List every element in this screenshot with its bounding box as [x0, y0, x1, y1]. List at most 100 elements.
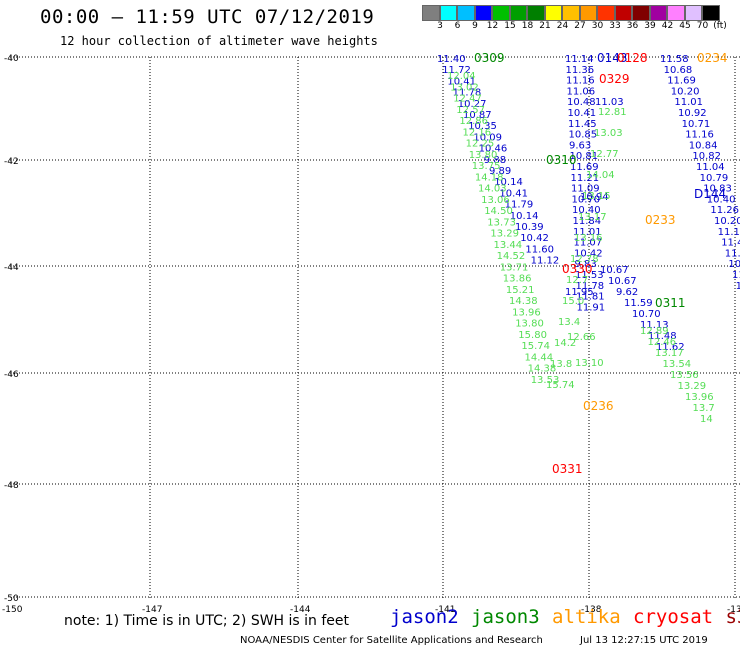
- wave-height-value: 12.47: [453, 94, 482, 105]
- longitude-label: -135: [727, 605, 740, 615]
- wave-height-value: 11.95: [565, 287, 594, 298]
- wave-height-value: 11.26: [710, 205, 739, 216]
- wave-height-value: 10.82: [692, 151, 721, 162]
- wave-height-value: 12.25: [466, 139, 495, 150]
- color-scale-label: 45: [679, 21, 691, 31]
- wave-height-value: 11.69: [667, 76, 696, 87]
- color-scale-label: 24: [556, 21, 569, 31]
- wave-height-value: 10.35: [468, 121, 497, 132]
- wave-height-value: 10.46: [479, 144, 508, 155]
- wave-height-value: 13.8: [550, 359, 572, 370]
- longitude-label: -144: [290, 605, 311, 615]
- wave-height-value: 11.16: [566, 76, 595, 87]
- wave-height-value: 10.48: [567, 97, 596, 108]
- wave-height-value: 14.50: [484, 206, 513, 217]
- wave-height-value: 15.0: [562, 296, 584, 307]
- wave-height-value: 11.04: [696, 162, 725, 173]
- wave-height-value: 13.29: [490, 229, 519, 240]
- pass-label: 0128: [617, 51, 648, 65]
- legend-item-s3a: s3a: [725, 606, 740, 628]
- wave-height-value: 11.12: [725, 248, 740, 259]
- color-swatch: [457, 5, 475, 21]
- wave-height-value: 13.29: [678, 381, 707, 392]
- wave-height-value: 12.81: [598, 107, 627, 118]
- wave-height-value: 14.38: [509, 296, 538, 307]
- page-title: 00:00 – 11:59 UTC 07/12/2019: [40, 6, 375, 28]
- color-scale-label: 70: [696, 21, 709, 31]
- wave-height-value: 10.42: [520, 233, 549, 244]
- wave-height-value: 9.89: [489, 166, 511, 177]
- wave-height-value: 13.17: [578, 212, 607, 223]
- wave-height-value: 10.09: [473, 132, 502, 143]
- color-scale-label: 36: [626, 21, 639, 31]
- wave-height-value: 12.66: [567, 332, 596, 343]
- wave-height-value: 11.60: [525, 244, 554, 255]
- longitude-label: -147: [142, 605, 162, 615]
- longitude-label: -150: [2, 605, 23, 615]
- wave-height-value: 13.06: [481, 195, 510, 206]
- wave-height-value: 13.96: [685, 392, 714, 403]
- wave-height-value: 10.14: [494, 177, 523, 188]
- wave-height-value: 10.14: [510, 211, 539, 222]
- color-scale-label: (ft): [713, 21, 727, 31]
- wave-height-value: 10.81: [570, 151, 599, 162]
- wave-height-value: 11.58: [660, 54, 689, 65]
- wave-height-value: 13.96: [512, 307, 541, 318]
- color-swatch: [492, 5, 510, 21]
- wave-height-value: 9.62: [616, 287, 638, 298]
- color-scale-label: 27: [574, 21, 586, 31]
- wave-height-value: 10.41: [499, 188, 528, 199]
- color-scale-label: 6: [454, 21, 461, 31]
- wave-height-value: 10.92: [678, 108, 707, 119]
- pass-label: 0331: [552, 462, 583, 476]
- wave-height-value: 9.88: [484, 155, 506, 166]
- color-swatch: [667, 5, 685, 21]
- wave-height-value: 13.7: [693, 403, 715, 414]
- wave-height-value: 10.70: [572, 194, 601, 205]
- pass-label: 0309: [474, 51, 505, 65]
- wave-height-value: 10.27: [458, 99, 487, 110]
- color-scale-label: 3: [437, 21, 443, 31]
- longitude-label: -141: [435, 605, 455, 615]
- wave-height-value: 12.57: [456, 105, 485, 116]
- wave-height-value: 10.70: [632, 309, 661, 320]
- wave-height-value: 13.56: [670, 370, 699, 381]
- wave-height-value: 13.17: [655, 348, 684, 359]
- wave-height-value: 11.59: [624, 298, 653, 309]
- wave-height-value: 11.44: [721, 238, 740, 249]
- pass-label: 0143: [597, 51, 628, 65]
- wave-height-value: 10.84: [689, 140, 718, 151]
- wave-height-value: 10.79: [700, 173, 729, 184]
- wave-height-value: 10.20: [714, 216, 740, 227]
- longitude-label: -138: [581, 605, 602, 615]
- wave-height-value: 11.48: [648, 331, 677, 342]
- wave-height-value: 10.67: [608, 276, 637, 287]
- pass-label: 0329: [599, 72, 630, 86]
- latitude-label: -46: [4, 370, 19, 380]
- color-swatch: [439, 5, 457, 21]
- wave-height-value: 14.04: [586, 170, 615, 181]
- wave-height-value: 13.02: [450, 82, 479, 93]
- wave-height-value: 12.16: [463, 127, 492, 138]
- wave-height-value: 10.42: [574, 248, 603, 259]
- wave-height-value: 10.39: [515, 222, 544, 233]
- color-swatch: [579, 5, 597, 21]
- wave-height-value: 13.10: [575, 358, 604, 369]
- wave-height-value: 10.71: [682, 119, 711, 130]
- wave-height-value: 11.07: [574, 238, 603, 249]
- wave-height-value: 11.69: [570, 162, 599, 173]
- wave-height-value: 13.54: [663, 359, 692, 370]
- color-swatch: [597, 5, 615, 21]
- wave-height-value: 10.40: [572, 205, 601, 216]
- wave-height-value: 10.34: [736, 281, 740, 292]
- wave-height-value: 13.75: [472, 161, 501, 172]
- wave-height-value: 11.13: [640, 320, 669, 331]
- latitude-label: -40: [4, 54, 19, 64]
- wave-height-value: 10.85: [569, 130, 598, 141]
- color-swatch: [527, 5, 545, 21]
- latitude-label: -48: [4, 481, 19, 491]
- latitude-label: -44: [4, 263, 19, 273]
- wave-height-value: 11.81: [576, 292, 605, 303]
- wave-height-value: 11.12: [531, 256, 560, 267]
